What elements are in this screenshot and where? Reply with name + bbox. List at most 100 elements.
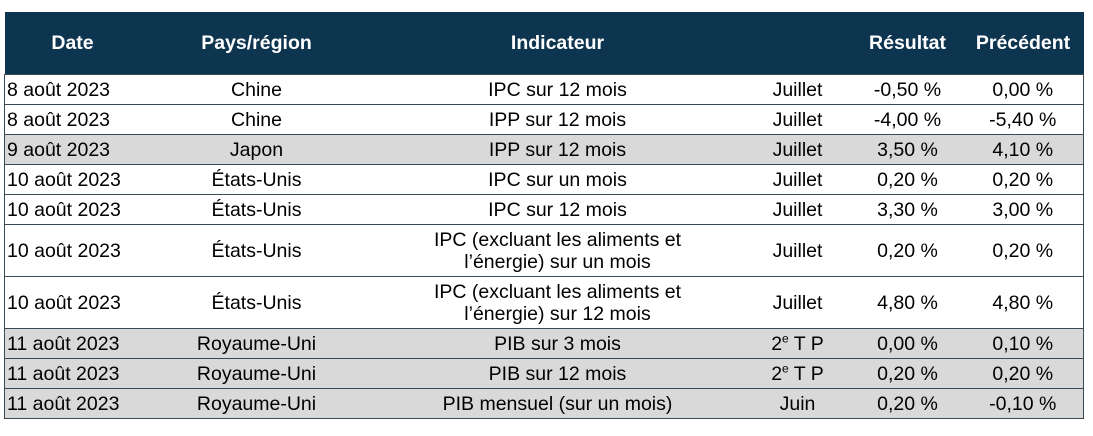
cell: 3,30 %	[852, 194, 963, 225]
country: États-Unis	[211, 239, 302, 262]
cell: Juillet	[742, 104, 853, 135]
period-part: Juillet	[772, 239, 823, 262]
cell: 0,00 %	[962, 74, 1084, 105]
date: 10 août 2023	[7, 168, 121, 191]
indicator-line: l’énergie) sur 12 mois	[464, 302, 651, 325]
indicator-line: IPC sur 12 mois	[488, 198, 627, 221]
cell: Juillet	[742, 134, 853, 165]
indicator-line: IPP sur 12 mois	[488, 138, 627, 161]
previous: 0,10 %	[992, 332, 1054, 355]
cell: IPC (excluant les aliments et l’énergie) …	[372, 276, 743, 329]
period-part: 2	[771, 362, 783, 385]
cell: États-Unis	[140, 276, 373, 329]
table-row: 10 août 2023 États-Unis IPC (excluant les …	[4, 224, 1084, 277]
cell: 4,10 %	[962, 134, 1084, 165]
cell: Juillet	[742, 194, 853, 225]
period-part: Juillet	[772, 78, 823, 101]
cell: 11 août 2023	[4, 358, 141, 389]
country: Royaume-Uni	[196, 362, 317, 385]
header-cell: Pays/région	[140, 12, 373, 75]
cell: IPC sur un mois	[372, 164, 743, 195]
header-cell: Date	[4, 12, 141, 75]
date: 11 août 2023	[7, 392, 120, 415]
date: 11 août 2023	[7, 332, 120, 355]
table-row: 10 août 2023 États-Unis IPC (excluant les …	[4, 276, 1084, 329]
indicator-line: IPC (excluant les aliments et	[433, 280, 682, 303]
indicator-line: IPP sur 12 mois	[488, 108, 627, 131]
cell: 0,10 %	[962, 328, 1084, 359]
indicator-line: l’énergie) sur un mois	[464, 250, 651, 273]
table-row: 8 août 2023 Chine IPP sur 12 mois Juillet -4…	[4, 104, 1084, 135]
header-cell	[742, 12, 853, 75]
cell: Juillet	[742, 164, 853, 195]
header-cell: Précédent	[962, 12, 1084, 75]
cell: 3,50 %	[852, 134, 963, 165]
cell: 0,20 %	[852, 224, 963, 277]
cell: IPC (excluant les aliments et l’énergie) …	[372, 224, 743, 277]
period-part: e	[782, 331, 789, 345]
cell: 8 août 2023	[4, 104, 141, 135]
indicator-line: PIB sur 3 mois	[494, 332, 621, 355]
date: 8 août 2023	[7, 108, 111, 131]
cell: 4,80 %	[852, 276, 963, 329]
previous: 3,00 %	[992, 198, 1054, 221]
cell: 10 août 2023	[4, 224, 141, 277]
result: 0,20 %	[877, 392, 938, 415]
indicator-line: IPC sur 12 mois	[488, 78, 627, 101]
cell: 4,80 %	[962, 276, 1084, 329]
cell: IPP sur 12 mois	[372, 104, 743, 135]
period-part: Juillet	[772, 291, 823, 314]
date: 10 août 2023	[7, 239, 121, 262]
previous: 4,80 %	[992, 291, 1054, 314]
cell: 0,20 %	[852, 164, 963, 195]
cell: 10 août 2023	[4, 276, 141, 329]
date: 8 août 2023	[7, 78, 111, 101]
cell: 0,20 %	[852, 358, 963, 389]
previous: -0,10 %	[989, 392, 1057, 415]
result: 3,30 %	[877, 198, 938, 221]
table-row: 10 août 2023 États-Unis IPC sur un mois Jui…	[4, 164, 1084, 195]
period-part: T P	[788, 332, 824, 355]
date: 11 août 2023	[7, 362, 120, 385]
cell: États-Unis	[140, 224, 373, 277]
cell: Royaume-Uni	[140, 358, 373, 389]
cell: 0,00 %	[852, 328, 963, 359]
cell: Royaume-Uni	[140, 328, 373, 359]
previous: 4,10 %	[992, 138, 1054, 161]
cell: 10 août 2023	[4, 194, 141, 225]
previous: 0,00 %	[992, 78, 1054, 101]
result: 0,20 %	[877, 168, 938, 191]
country: Royaume-Uni	[196, 392, 317, 415]
cell: 11 août 2023	[4, 388, 141, 419]
cell: -0,10 %	[962, 388, 1084, 419]
cell: -5,40 %	[962, 104, 1084, 135]
cell: PIB sur 12 mois	[372, 358, 743, 389]
table-row: 10 août 2023 États-Unis IPC sur 12 mois Jui…	[4, 194, 1084, 225]
previous: 0,20 %	[992, 168, 1054, 191]
table-body: 8 août 2023 Chine IPC sur 12 mois Juillet -0…	[4, 74, 1084, 419]
cell: Juin	[742, 388, 853, 419]
cell: -4,00 %	[852, 104, 963, 135]
indicator-line: PIB mensuel (sur un mois)	[442, 392, 673, 415]
period-part: Juillet	[772, 198, 823, 221]
data-table: Date Pays/région Indicateur Résultat Pré…	[4, 12, 1084, 419]
indicator-line: PIB sur 12 mois	[488, 362, 627, 385]
cell: -0,50 %	[852, 74, 963, 105]
period-part: Juillet	[772, 108, 823, 131]
header-cell: Indicateur	[372, 12, 743, 75]
cell: IPP sur 12 mois	[372, 134, 743, 165]
date: 10 août 2023	[7, 291, 121, 314]
cell: 10 août 2023	[4, 164, 141, 195]
period-part: Juin	[779, 392, 816, 415]
cell: Juillet	[742, 276, 853, 329]
period-part: T P	[788, 362, 824, 385]
cell: Japon	[140, 134, 373, 165]
table-header: Date Pays/région Indicateur Résultat Pré…	[4, 12, 1084, 75]
table-row: 11 août 2023 Royaume-Uni PIB sur 12 mois 2e…	[4, 358, 1084, 389]
cell: IPC sur 12 mois	[372, 74, 743, 105]
country: États-Unis	[211, 168, 302, 191]
header-row: Date Pays/région Indicateur Résultat Pré…	[4, 12, 1084, 75]
result: 3,50 %	[877, 138, 938, 161]
cell: IPC sur 12 mois	[372, 194, 743, 225]
cell: Juillet	[742, 74, 853, 105]
